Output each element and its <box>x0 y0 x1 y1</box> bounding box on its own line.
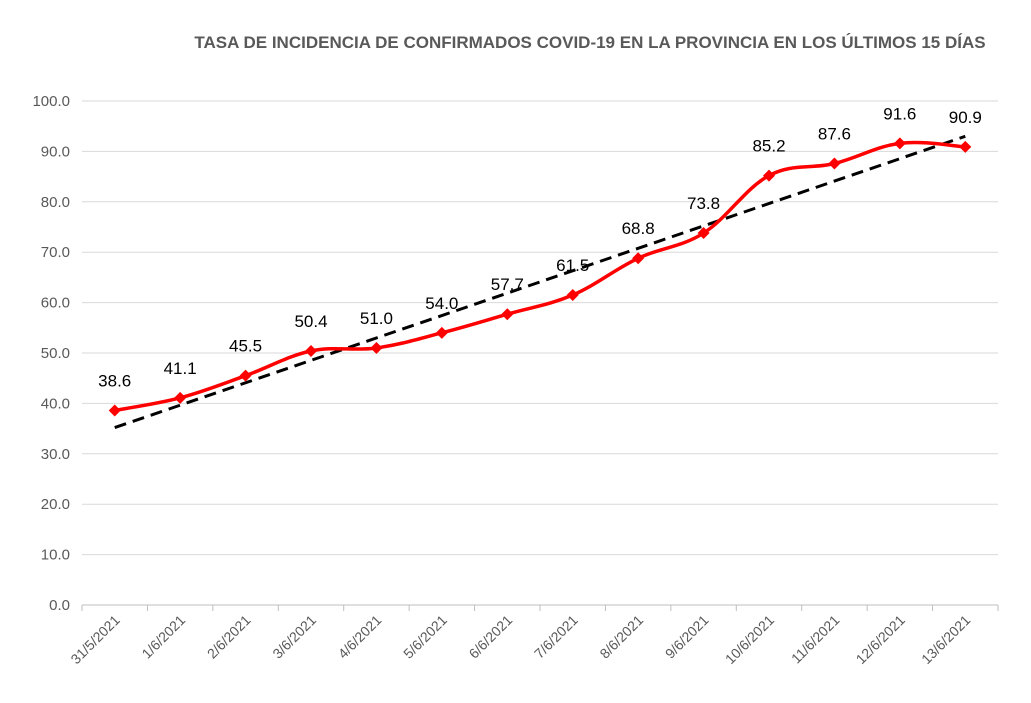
chart-title: TASA DE INCIDENCIA DE CONFIRMADOS COVID-… <box>194 33 986 52</box>
data-label: 38.6 <box>98 371 131 390</box>
data-point <box>763 169 775 182</box>
y-tick-label: 30.0 <box>41 446 70 463</box>
data-point <box>370 341 383 354</box>
gridlines <box>82 100 998 556</box>
data-labels: 38.6 41.1 45.5 50.4 51.0 54.0 57.7 61.5 68.8 73.8… <box>98 104 982 390</box>
data-label: 54.0 <box>425 294 458 313</box>
y-tick-label: 90.0 <box>41 143 70 160</box>
y-tick-label: 50.0 <box>41 345 70 362</box>
x-tick-label: 1/6/2021 <box>138 612 188 662</box>
x-tick-label: 5/6/2021 <box>400 612 450 662</box>
data-point <box>828 157 841 170</box>
data-label: 57.7 <box>491 275 524 294</box>
x-tick-label: 11/6/2021 <box>788 612 843 667</box>
series-layer <box>108 137 972 417</box>
data-point <box>566 289 579 302</box>
data-point <box>893 137 906 150</box>
x-tick-label: 2/6/2021 <box>204 612 254 662</box>
x-tick-label: 8/6/2021 <box>596 612 646 662</box>
x-tick-label: 31/5/2021 <box>67 612 123 668</box>
data-label: 85.2 <box>752 137 785 156</box>
y-tick-label: 70.0 <box>41 244 70 261</box>
x-tick-label: 10/6/2021 <box>722 612 778 668</box>
data-label: 73.8 <box>687 194 720 213</box>
data-label: 61.5 <box>556 256 589 275</box>
y-tick-label: 20.0 <box>41 496 70 513</box>
y-tick-label: 80.0 <box>41 194 70 211</box>
data-label: 90.9 <box>949 108 982 127</box>
data-point <box>697 227 710 240</box>
trendline <box>114 134 966 430</box>
data-point <box>501 308 514 321</box>
x-tick-label: 9/6/2021 <box>662 612 712 662</box>
y-tick-label: 0.0 <box>49 597 70 614</box>
data-point <box>239 369 252 382</box>
data-label: 41.1 <box>164 359 197 378</box>
data-point <box>959 140 972 153</box>
y-tick-label: 100.0 <box>32 93 70 110</box>
x-tick-label: 12/6/2021 <box>853 612 909 668</box>
x-tick-label: 13/6/2021 <box>918 612 974 668</box>
series-line <box>114 140 966 413</box>
y-tick-label: 40.0 <box>41 395 70 412</box>
x-tick-label: 3/6/2021 <box>269 612 319 662</box>
x-tick-label: 4/6/2021 <box>335 612 385 662</box>
x-axis: 31/5/2021 1/6/2021 2/6/2021 3/6/2021 4/6/202… <box>67 604 999 668</box>
data-label: 45.5 <box>229 337 262 356</box>
data-point <box>305 344 317 357</box>
data-point <box>632 252 645 265</box>
x-tick-label: 6/6/2021 <box>466 612 516 662</box>
data-label: 51.0 <box>360 309 393 328</box>
data-point <box>174 391 187 404</box>
data-point <box>108 404 121 417</box>
data-label: 68.8 <box>622 219 655 238</box>
trendline-layer <box>114 134 966 430</box>
y-axis: 0.0 10.0 20.0 30.0 40.0 50.0 60.0 70.0 80.0 90.0 1… <box>32 93 70 614</box>
data-point <box>435 326 448 339</box>
y-tick-label: 60.0 <box>41 295 70 312</box>
data-label: 87.6 <box>818 124 851 143</box>
x-tick-label: 7/6/2021 <box>531 612 581 662</box>
y-tick-label: 10.0 <box>41 547 70 564</box>
data-label: 50.4 <box>294 312 327 331</box>
data-label: 91.6 <box>883 104 916 123</box>
